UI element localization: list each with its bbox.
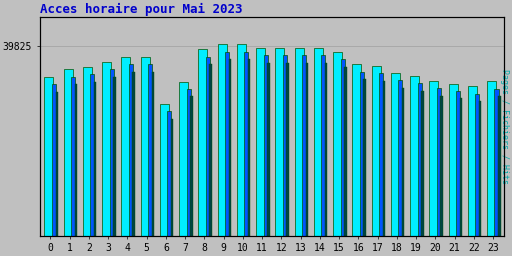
- Bar: [110, 69, 114, 256]
- Bar: [63, 69, 73, 256]
- Bar: [275, 48, 284, 256]
- Bar: [152, 72, 154, 256]
- Bar: [495, 89, 499, 256]
- Bar: [75, 84, 77, 256]
- Bar: [83, 67, 92, 256]
- Bar: [229, 59, 231, 256]
- Bar: [440, 95, 443, 256]
- Bar: [248, 59, 250, 256]
- Bar: [129, 64, 133, 256]
- Bar: [306, 63, 308, 256]
- Bar: [256, 48, 265, 256]
- Bar: [314, 48, 323, 256]
- Bar: [52, 84, 56, 256]
- Bar: [437, 88, 441, 256]
- Bar: [468, 86, 477, 256]
- Bar: [45, 77, 53, 256]
- Bar: [148, 64, 152, 256]
- Bar: [487, 81, 496, 256]
- Bar: [121, 57, 131, 256]
- Bar: [398, 80, 402, 256]
- Bar: [190, 97, 193, 256]
- Bar: [167, 111, 172, 256]
- Bar: [198, 49, 207, 256]
- Bar: [372, 66, 380, 256]
- Bar: [429, 81, 438, 256]
- Bar: [237, 44, 246, 256]
- Bar: [113, 77, 116, 256]
- Bar: [325, 63, 328, 256]
- Bar: [264, 55, 268, 256]
- Bar: [382, 81, 385, 256]
- Bar: [344, 67, 347, 256]
- Bar: [294, 48, 304, 256]
- Bar: [186, 89, 190, 256]
- Bar: [333, 52, 342, 256]
- Bar: [379, 73, 383, 256]
- Bar: [287, 63, 289, 256]
- Bar: [209, 64, 212, 256]
- Bar: [475, 93, 479, 256]
- Bar: [71, 77, 75, 256]
- Bar: [94, 82, 96, 256]
- Bar: [449, 84, 458, 256]
- Bar: [460, 99, 462, 256]
- Bar: [321, 55, 325, 256]
- Text: Acces horaire pour Mai 2023: Acces horaire pour Mai 2023: [40, 3, 242, 16]
- Bar: [133, 72, 135, 256]
- Bar: [179, 82, 188, 256]
- Bar: [364, 79, 366, 256]
- Bar: [417, 83, 421, 256]
- Bar: [456, 91, 460, 256]
- Bar: [90, 74, 94, 256]
- Bar: [206, 57, 210, 256]
- Bar: [225, 52, 229, 256]
- Bar: [171, 119, 174, 256]
- Y-axis label: Pages / Fichiers / Hits: Pages / Fichiers / Hits: [500, 69, 509, 184]
- Bar: [479, 101, 481, 256]
- Bar: [218, 44, 227, 256]
- Bar: [267, 63, 270, 256]
- Bar: [410, 76, 419, 256]
- Bar: [244, 52, 248, 256]
- Bar: [352, 64, 361, 256]
- Bar: [302, 55, 306, 256]
- Bar: [55, 92, 58, 256]
- Bar: [391, 73, 400, 256]
- Bar: [421, 91, 423, 256]
- Bar: [102, 62, 111, 256]
- Bar: [498, 96, 501, 256]
- Bar: [402, 88, 404, 256]
- Bar: [283, 55, 287, 256]
- Bar: [160, 104, 169, 256]
- Bar: [141, 57, 150, 256]
- Bar: [340, 59, 345, 256]
- Bar: [360, 72, 364, 256]
